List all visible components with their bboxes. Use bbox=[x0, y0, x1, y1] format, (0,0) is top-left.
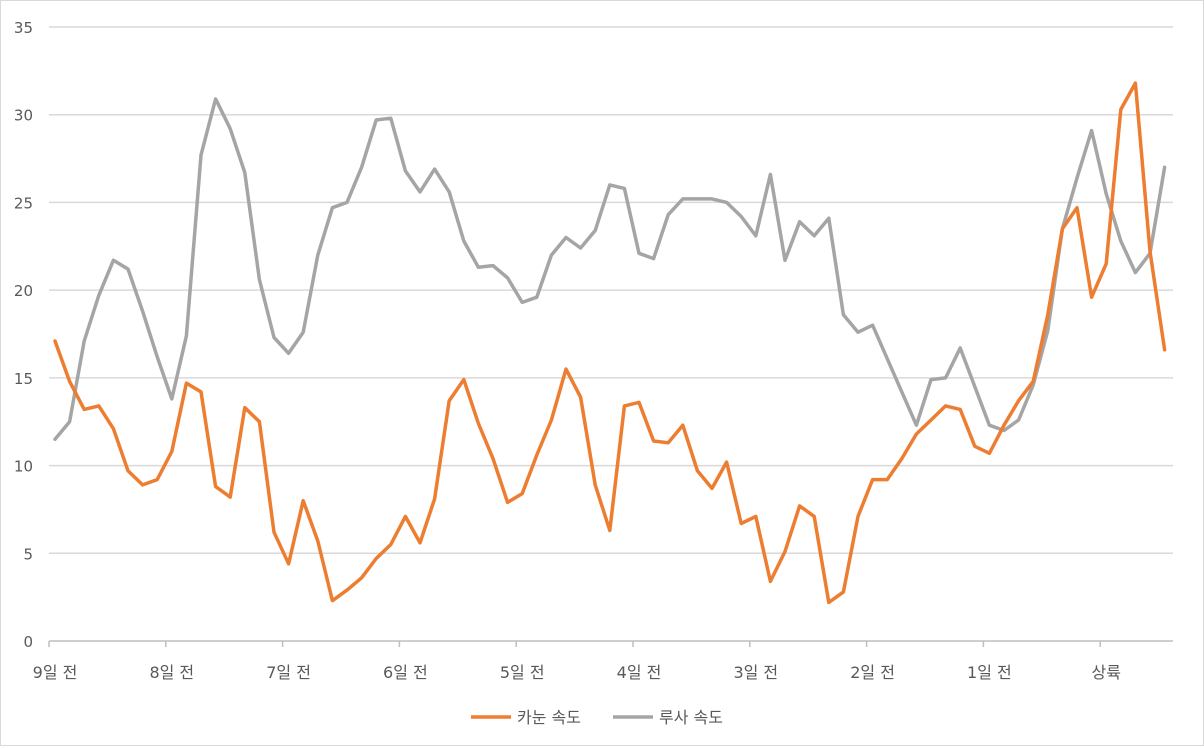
x-tick-label: 7일 전 bbox=[266, 663, 311, 682]
y-tick-label: 0 bbox=[23, 633, 33, 651]
y-axis-tick-labels: 0 5 10 15 20 25 30 35 bbox=[14, 19, 33, 651]
gridlines bbox=[49, 26, 1173, 642]
y-tick-label: 30 bbox=[14, 107, 33, 125]
y-tick-label: 20 bbox=[14, 282, 33, 300]
y-tick-label: 15 bbox=[14, 370, 33, 388]
x-tick-label: 2일 전 bbox=[850, 663, 895, 682]
y-tick-label: 5 bbox=[23, 545, 33, 563]
x-tick-label: 4일 전 bbox=[617, 663, 662, 682]
legend-label-kanun: 카눈 속도 bbox=[517, 708, 581, 727]
x-tick-label: 8일 전 bbox=[149, 663, 194, 682]
x-tick-label: 1일 전 bbox=[967, 663, 1012, 682]
legend-label-rusa: 루사 속도 bbox=[659, 708, 723, 727]
x-tick-label: 9일 전 bbox=[33, 663, 78, 682]
legend: 카눈 속도 루사 속도 bbox=[471, 708, 723, 727]
x-axis: 9일 전 8일 전 7일 전 6일 전 5일 전 4일 전 3일 전 2일 전 1일 전 상륙 bbox=[33, 641, 1121, 682]
series-line-rusa bbox=[53, 97, 1167, 442]
y-tick-label: 35 bbox=[14, 19, 33, 37]
x-tick-label: 5일 전 bbox=[500, 663, 545, 682]
x-tick-label: 3일 전 bbox=[733, 663, 778, 682]
y-tick-label: 25 bbox=[14, 194, 33, 212]
y-tick-label: 10 bbox=[14, 458, 33, 476]
x-tick-label: 6일 전 bbox=[383, 663, 428, 682]
x-tick-label: 상륙 bbox=[1091, 663, 1120, 682]
series-lines bbox=[53, 81, 1167, 605]
series-line-kanun bbox=[53, 81, 1167, 605]
